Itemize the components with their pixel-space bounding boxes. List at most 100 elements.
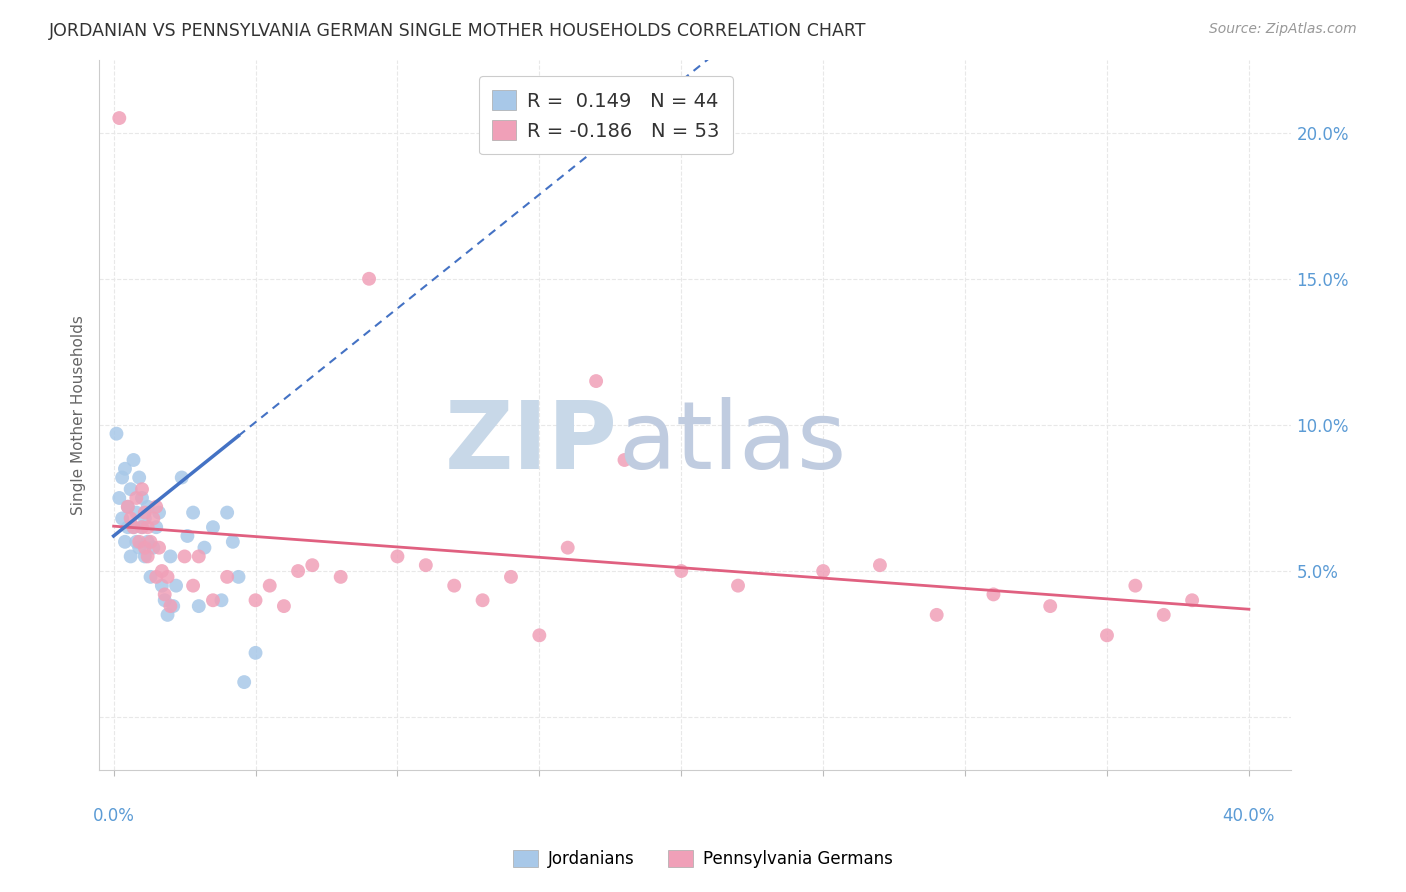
Point (245, 646, 267, 660)
Y-axis label: Single Mother Households: Single Mother Households (72, 315, 86, 515)
Point (329, 570, 352, 584)
Point (811, 564, 834, 578)
Point (671, 564, 693, 578)
Point (150, 564, 173, 578)
Point (125, 534, 148, 549)
Point (153, 593, 176, 607)
Point (273, 599, 295, 613)
Point (122, 520, 145, 534)
Point (1039, 599, 1062, 613)
Point (245, 593, 267, 607)
Point (134, 549, 156, 564)
Point (120, 511, 142, 525)
Point (120, 482, 142, 496)
Point (301, 558, 323, 573)
Point (142, 541, 165, 555)
Point (222, 534, 245, 549)
Point (148, 506, 170, 520)
Point (136, 520, 159, 534)
Point (727, 579, 749, 593)
Point (201, 593, 224, 607)
Point (1095, 628, 1118, 642)
Point (162, 599, 184, 613)
Point (176, 529, 198, 543)
Point (117, 500, 139, 514)
Point (170, 470, 193, 484)
Point (128, 541, 150, 555)
Point (131, 491, 153, 505)
Point (148, 541, 170, 555)
Point (114, 534, 136, 549)
Point (156, 570, 179, 584)
Point (181, 506, 204, 520)
Point (181, 579, 204, 593)
Text: atlas: atlas (619, 397, 846, 489)
Point (471, 593, 494, 607)
Point (136, 534, 159, 549)
Point (529, 628, 551, 642)
Point (211, 593, 233, 607)
Point (120, 549, 142, 564)
Point (387, 549, 409, 564)
Point (415, 558, 437, 573)
Point (131, 482, 153, 496)
Point (108, 111, 131, 125)
Point (159, 549, 181, 564)
Point (139, 570, 162, 584)
Text: 40.0%: 40.0% (1223, 806, 1275, 825)
Point (228, 570, 250, 584)
Point (117, 500, 139, 514)
Point (201, 520, 224, 534)
Point (1181, 593, 1204, 607)
Point (613, 453, 636, 467)
Point (259, 579, 281, 593)
Text: JORDANIAN VS PENNSYLVANIA GERMAN SINGLE MOTHER HOUSEHOLDS CORRELATION CHART: JORDANIAN VS PENNSYLVANIA GERMAN SINGLE … (49, 22, 866, 40)
Point (187, 599, 209, 613)
Point (111, 511, 134, 525)
Point (443, 579, 465, 593)
Point (117, 520, 139, 534)
Text: ZIP: ZIP (446, 397, 619, 489)
Point (111, 470, 134, 484)
Point (173, 549, 195, 564)
Point (217, 570, 239, 584)
Text: 0.0%: 0.0% (93, 806, 135, 825)
Legend: R =  0.149   N = 44, R = -0.186   N = 53: R = 0.149 N = 44, R = -0.186 N = 53 (478, 77, 734, 154)
Point (193, 541, 215, 555)
Point (557, 541, 579, 555)
Point (142, 511, 165, 525)
Point (122, 520, 145, 534)
Point (217, 506, 239, 520)
Point (153, 587, 176, 601)
Point (925, 607, 948, 622)
Text: Source: ZipAtlas.com: Source: ZipAtlas.com (1209, 22, 1357, 37)
Legend: Jordanians, Pennsylvania Germans: Jordanians, Pennsylvania Germans (506, 843, 900, 875)
Point (136, 500, 159, 514)
Point (128, 534, 150, 549)
Point (159, 599, 181, 613)
Point (139, 534, 162, 549)
Point (150, 579, 173, 593)
Point (136, 549, 159, 564)
Point (125, 491, 148, 505)
Point (585, 374, 607, 388)
Point (187, 549, 209, 564)
Point (1153, 607, 1175, 622)
Point (105, 426, 128, 441)
Point (134, 541, 156, 555)
Point (357, 272, 380, 286)
Point (145, 500, 167, 514)
Point (128, 470, 150, 484)
Point (145, 570, 167, 584)
Point (869, 558, 891, 573)
Point (125, 506, 148, 520)
Point (122, 453, 145, 467)
Point (287, 564, 309, 578)
Point (983, 587, 1005, 601)
Point (134, 506, 156, 520)
Point (165, 579, 187, 593)
Point (134, 511, 156, 525)
Point (114, 462, 136, 476)
Point (131, 520, 153, 534)
Point (499, 570, 522, 584)
